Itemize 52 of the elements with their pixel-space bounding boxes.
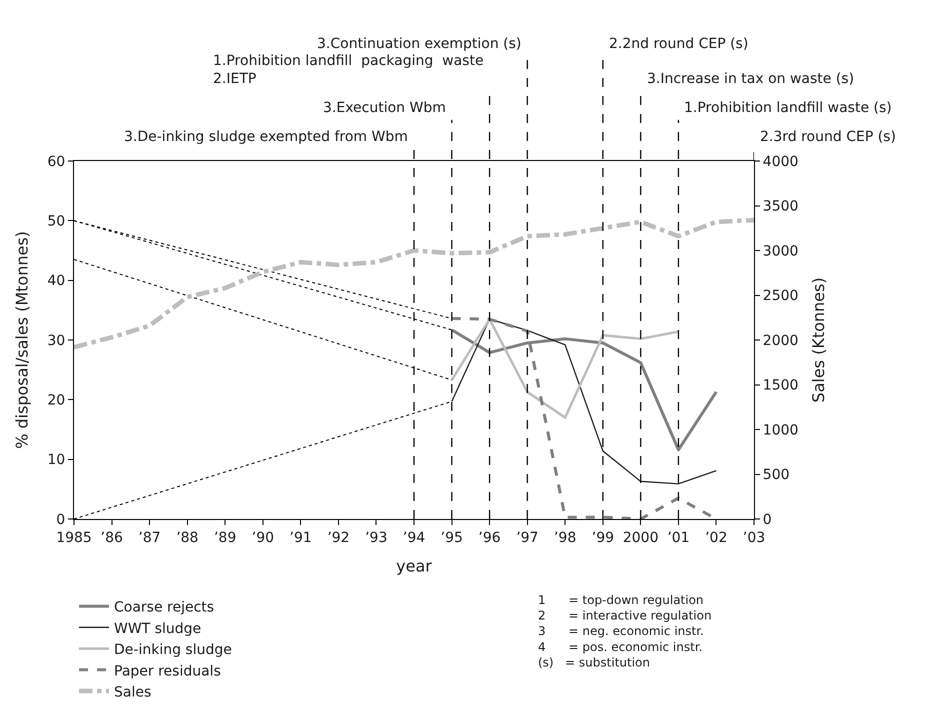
- ref-line-label: 3.Continuation exemption (s): [317, 36, 522, 52]
- y2-tick-label: 2000: [762, 332, 798, 349]
- y2-tick-label: 0: [762, 512, 772, 528]
- ref-line-label: 3.Increase in tax on waste (s): [647, 71, 854, 87]
- ref-line-label: 3.De-inking sludge exempted from Wbm: [124, 129, 408, 145]
- x-tick-label: ’03: [742, 530, 766, 546]
- ref-line-label: 3.Execution Wbm: [323, 100, 446, 116]
- y-tick-label: 50: [47, 214, 66, 230]
- ref-line-label: 1.Prohibition landfill waste (s): [684, 100, 892, 116]
- x-tick-label: ’97: [516, 530, 538, 546]
- x-tick-label: 1985: [56, 530, 92, 546]
- x-tick-label: ’89: [214, 530, 236, 546]
- x-tick-label: ’94: [402, 530, 426, 546]
- y2-tick-label: 1000: [762, 422, 798, 438]
- x-tick-label: ’90: [252, 530, 274, 546]
- y2-tick-label: 1500: [762, 378, 798, 394]
- y2-tick-label: 3500: [762, 198, 798, 215]
- y2-tick-label: 4000: [762, 154, 798, 170]
- x-tick-label: ’87: [138, 530, 161, 546]
- x-tick-label: ’93: [365, 530, 388, 546]
- y2-axis-title: Sales (Ktonnes): [809, 277, 828, 403]
- x-tick-label: ’98: [554, 530, 576, 546]
- legend-label: Paper residuals: [114, 663, 221, 680]
- y-tick-label: 0: [56, 512, 66, 528]
- x-tick-label: ’86: [100, 530, 124, 546]
- ref-line-label: 2.2nd round CEP (s): [609, 36, 748, 52]
- y-tick-label: 30: [47, 332, 66, 349]
- y-tick-label: 20: [47, 392, 66, 409]
- x-tick-label: 2000: [622, 530, 658, 546]
- x-tick-label: ’02: [705, 530, 728, 546]
- x-tick-label: ’01: [667, 530, 690, 546]
- y2-tick-label: 2500: [762, 288, 798, 304]
- y-axis-title: % disposal/sales (Mtonnes): [12, 231, 32, 449]
- text: 1 = top-down regulation 2 = interactive regulation 3 = neg. economic instr. 4 = pos. economic instr. (s) = substitution: [538, 593, 712, 670]
- x-axis-title: year: [396, 556, 432, 576]
- x-tick-label: ’88: [176, 530, 198, 546]
- x-tick-label: ’95: [440, 530, 463, 546]
- legend-label: De-inking sludge: [114, 642, 232, 658]
- x-tick-label: ’92: [327, 530, 350, 546]
- y2-tick-label: 500: [762, 467, 790, 484]
- ref-line-label: 2.3rd round CEP (s): [760, 129, 896, 145]
- x-tick-label: ’91: [290, 530, 312, 546]
- x-tick-label: ’96: [478, 530, 501, 546]
- y-tick-label: 10: [47, 452, 66, 468]
- legend-label: Sales: [114, 684, 152, 700]
- ref-line-label: 1.Prohibition landfill packaging waste 2.IETP: [213, 53, 484, 88]
- y2-tick-label: 3000: [762, 243, 798, 260]
- legend-label: WWT sludge: [114, 620, 202, 637]
- y-tick-label: 40: [47, 273, 66, 290]
- x-tick-label: ’99: [592, 530, 614, 546]
- y-tick-label: 60: [47, 154, 66, 170]
- legend-label: Coarse rejects: [114, 600, 214, 616]
